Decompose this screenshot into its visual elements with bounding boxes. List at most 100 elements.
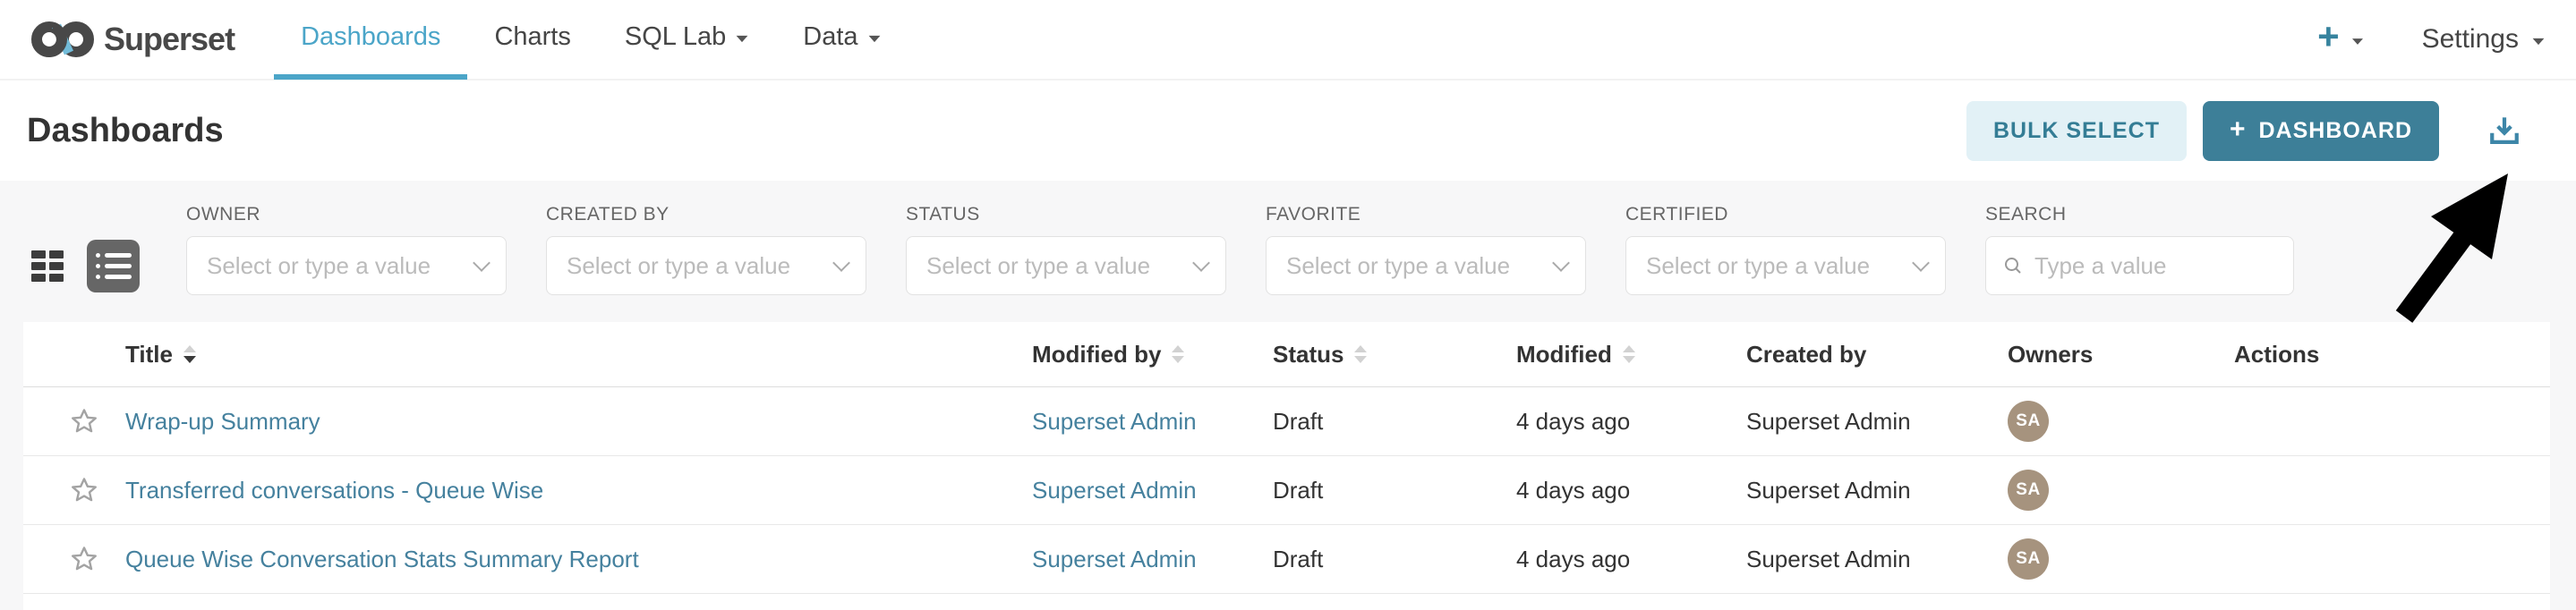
sort-icon: [183, 345, 196, 363]
table-row: Wrap-up Summary Superset Admin Draft 4 d…: [23, 387, 2550, 456]
favorite-star-icon[interactable]: [70, 476, 98, 504]
filter-certified-placeholder: Select or type a value: [1646, 251, 1871, 279]
filter-favorite-label: FAVORITE: [1266, 204, 1361, 225]
nav-tab-dashboards-label: Dashboards: [301, 21, 441, 51]
new-dashboard-label: DASHBOARD: [2258, 117, 2412, 143]
view-mode-toggle: [31, 240, 140, 292]
filters-bar: OWNER Select or type a value CREATED BY …: [0, 204, 2576, 295]
modified-cell: 4 days ago: [1516, 407, 1631, 435]
nav-tab-charts-label: Charts: [494, 21, 571, 51]
chevron-down-icon: [1192, 253, 1210, 272]
table-row: Transferred conversations - Queue Wise S…: [23, 456, 2550, 525]
actions-cell: [2234, 387, 2550, 455]
nav-menu-sql-lab[interactable]: SQL Lab: [598, 0, 776, 80]
sort-icon: [1172, 345, 1185, 363]
actions-cell: [2234, 456, 2550, 524]
chevron-down-icon: [832, 253, 850, 272]
filter-owner: OWNER Select or type a value: [186, 204, 507, 295]
column-header-owners: Owners: [2008, 340, 2094, 368]
status-cell: Draft: [1273, 407, 1324, 435]
nav-tab-charts[interactable]: Charts: [467, 0, 597, 80]
modified-by-link[interactable]: Superset Admin: [1032, 476, 1197, 504]
column-header-actions: Actions: [2234, 340, 2320, 368]
filter-owner-label: OWNER: [186, 204, 260, 225]
filter-certified-select[interactable]: Select or type a value: [1625, 236, 1946, 295]
page-header: Dashboards BULK SELECT + DASHBOARD: [0, 80, 2576, 181]
new-item-menu[interactable]: +: [2317, 18, 2365, 55]
brand-name: Superset: [104, 21, 235, 57]
chevron-down-icon: [2532, 38, 2545, 45]
column-header-status[interactable]: Status: [1273, 322, 1516, 386]
actions-cell: [2234, 525, 2550, 593]
import-dashboard-icon: [2490, 117, 2519, 144]
search-box: [1985, 236, 2294, 295]
search-label: SEARCH: [1985, 204, 2067, 225]
search-input[interactable]: [2034, 251, 2277, 280]
chevron-down-icon: [1912, 253, 1930, 272]
modified-by-link[interactable]: Superset Admin: [1032, 407, 1197, 435]
plus-icon: +: [2229, 114, 2247, 144]
list-view-icon[interactable]: [87, 240, 140, 292]
column-header-title[interactable]: Title: [125, 322, 1032, 386]
card-view-icon[interactable]: [31, 250, 64, 282]
modified-cell: 4 days ago: [1516, 545, 1631, 572]
favorite-star-icon[interactable]: [70, 545, 98, 573]
status-cell: Draft: [1273, 545, 1324, 572]
filter-status-label: STATUS: [906, 204, 980, 225]
chevron-down-icon: [868, 35, 880, 42]
filter-status-placeholder: Select or type a value: [926, 251, 1151, 279]
dashboard-title-link[interactable]: Queue Wise Conversation Stats Summary Re…: [125, 545, 639, 572]
created-by-cell: Superset Admin: [1746, 545, 1911, 572]
superset-logo[interactable]: Superset: [30, 19, 235, 60]
favorite-star-icon[interactable]: [70, 407, 98, 436]
header-actions: BULK SELECT + DASHBOARD: [1966, 100, 2525, 161]
owner-avatar[interactable]: SA: [2008, 538, 2049, 580]
table-header-row: Title Modified by Status Modified Create…: [23, 322, 2550, 387]
bulk-select-button[interactable]: BULK SELECT: [1966, 100, 2187, 161]
nav-right: + Settings: [2317, 18, 2546, 55]
filter-certified-label: CERTIFIED: [1625, 204, 1728, 225]
bulk-select-label: BULK SELECT: [1992, 117, 2160, 143]
import-dashboard-button[interactable]: [2484, 111, 2525, 150]
list-view-section: OWNER Select or type a value CREATED BY …: [0, 181, 2576, 610]
dashboard-title-link[interactable]: Transferred conversations - Queue Wise: [125, 476, 544, 504]
filter-favorite-select[interactable]: Select or type a value: [1266, 236, 1586, 295]
table-row: Queue Wise Conversation Stats Summary Re…: [23, 525, 2550, 594]
nav-tab-dashboards[interactable]: Dashboards: [274, 0, 468, 80]
filter-created-by-placeholder: Select or type a value: [567, 251, 791, 279]
filter-created-by-label: CREATED BY: [546, 204, 670, 225]
chevron-down-icon: [1552, 253, 1570, 272]
created-by-cell: Superset Admin: [1746, 476, 1911, 504]
chevron-down-icon: [2351, 38, 2363, 45]
plus-icon: +: [2317, 15, 2340, 57]
filter-favorite-placeholder: Select or type a value: [1286, 251, 1511, 279]
top-navbar: Superset Dashboards Charts SQL Lab Data …: [0, 0, 2576, 80]
owner-avatar[interactable]: SA: [2008, 470, 2049, 511]
owner-avatar[interactable]: SA: [2008, 401, 2049, 442]
filter-created-by-select[interactable]: Select or type a value: [546, 236, 866, 295]
settings-menu[interactable]: Settings: [2422, 24, 2546, 55]
nav-menu-sql-lab-label: SQL Lab: [624, 21, 727, 51]
search-icon: [2005, 258, 2021, 274]
dashboards-table: Title Modified by Status Modified Create…: [23, 322, 2550, 610]
modified-cell: 4 days ago: [1516, 476, 1631, 504]
modified-by-link[interactable]: Superset Admin: [1032, 545, 1197, 572]
filter-owner-select[interactable]: Select or type a value: [186, 236, 507, 295]
chevron-down-icon: [473, 253, 490, 272]
dashboard-title-link[interactable]: Wrap-up Summary: [125, 407, 320, 435]
chevron-down-icon: [736, 35, 748, 42]
status-cell: Draft: [1273, 476, 1324, 504]
superset-infinity-icon: [31, 21, 94, 57]
settings-label: Settings: [2421, 24, 2519, 54]
sort-icon: [1622, 345, 1635, 363]
filter-status-select[interactable]: Select or type a value: [906, 236, 1226, 295]
new-dashboard-button[interactable]: + DASHBOARD: [2202, 100, 2439, 161]
filter-owner-placeholder: Select or type a value: [207, 251, 431, 279]
filter-favorite: FAVORITE Select or type a value: [1266, 204, 1586, 295]
nav-menu-data-label: Data: [803, 21, 858, 51]
column-header-spacer: [23, 322, 125, 386]
nav-menu-data[interactable]: Data: [776, 0, 908, 80]
column-header-modified-by[interactable]: Modified by: [1032, 322, 1273, 386]
filter-created-by: CREATED BY Select or type a value: [546, 204, 866, 295]
column-header-modified[interactable]: Modified: [1516, 322, 1746, 386]
